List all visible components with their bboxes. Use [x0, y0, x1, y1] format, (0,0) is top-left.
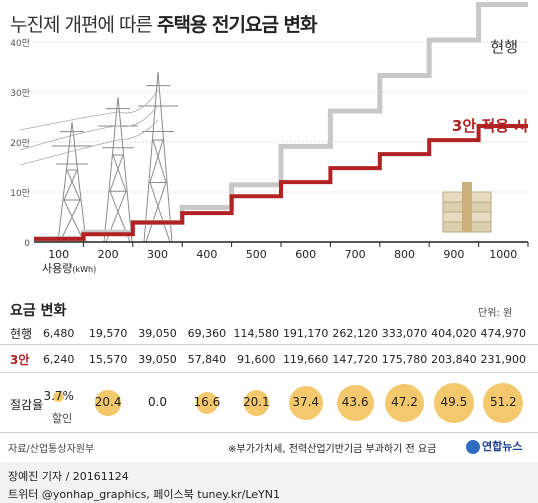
- current-fee-cell: 333,070: [381, 327, 428, 340]
- discount-value: 16.6: [193, 395, 221, 409]
- discount-suffix: 할인: [52, 412, 73, 425]
- discount-value: 49.5: [440, 395, 468, 409]
- x-tick-label: 700: [345, 248, 366, 261]
- yonhap-logo: 연합뉴스: [466, 438, 522, 454]
- new-fee-cell: 39,050: [138, 353, 177, 366]
- x-axis-label: 사용량(kWh): [42, 262, 96, 275]
- row-separator: [0, 344, 538, 345]
- power-tower-icon: [98, 96, 138, 243]
- y-tick-label: 10만: [10, 188, 30, 199]
- x-tick-label: 200: [98, 248, 119, 261]
- new-fee-cell: 203,840: [431, 353, 477, 366]
- current-fee-cell: 114,580: [233, 327, 280, 340]
- current-fee-cell: 404,020: [431, 327, 477, 340]
- y-tick-label: 0: [24, 239, 30, 249]
- x-tick-label: 900: [443, 248, 464, 261]
- new-fee-cell: 119,660: [282, 353, 329, 366]
- row-discount-label: 절감율: [10, 398, 44, 412]
- current-fee-cell: 6,480: [42, 327, 75, 340]
- row-separator: [0, 432, 538, 433]
- power-line: [19, 119, 159, 166]
- money-stack-icon: [442, 182, 492, 233]
- current-fee-cell: 69,360: [187, 327, 227, 340]
- discount-value: 43.6: [341, 395, 369, 409]
- new-fee-cell: 6,240: [42, 353, 75, 366]
- row-current-label: 현행: [10, 327, 33, 341]
- unit-note: 단위: 원: [478, 308, 513, 319]
- x-tick-label: 300: [147, 248, 168, 261]
- discount-value: 3.7%: [43, 389, 74, 403]
- title-light: 누진제 개편에 따른: [10, 14, 153, 36]
- discount-circle: [95, 390, 121, 416]
- current-fee-cell: 191,170: [282, 327, 329, 340]
- y-tick-label: 20만: [10, 138, 30, 149]
- discount-circle: [483, 383, 524, 423]
- new-fee-cell: 147,720: [332, 353, 378, 366]
- x-tick-label: 100: [48, 248, 69, 261]
- credit-band: [0, 462, 538, 503]
- x-tick-label: 800: [394, 248, 415, 261]
- power-tower-icon: [138, 71, 178, 243]
- power-line: [19, 104, 159, 151]
- x-tick-label: 1000: [489, 248, 517, 261]
- byline: 장예진 기자 / 20161124: [8, 470, 129, 483]
- page-title: 누진제 개편에 따른 주택용 전기요금 변화: [10, 10, 318, 37]
- discount-value: 20.1: [242, 395, 270, 409]
- series-label-current: 현행: [490, 38, 518, 56]
- discount-circle: [288, 385, 323, 421]
- current-fee-cell: 39,050: [138, 327, 177, 340]
- social-credit: 트위터 @yonhap_graphics, 페이스북 tuney.kr/LeYN…: [8, 488, 280, 501]
- new-fee-cell: 175,780: [381, 353, 428, 366]
- logo-icon: [466, 440, 480, 454]
- discount-value: 37.4: [292, 395, 320, 409]
- new-fee-cell: 231,900: [480, 353, 527, 366]
- discount-circle: [195, 391, 219, 415]
- current-fee-cell: 262,120: [332, 327, 378, 340]
- new-fee-cell: 57,840: [187, 353, 227, 366]
- discount-circle: [434, 383, 474, 423]
- series-label-new: 3안 적용 시: [452, 117, 528, 135]
- title-bold: 주택용 전기요금 변화: [156, 14, 318, 36]
- new-fee-cell: 15,570: [88, 353, 128, 366]
- discount-value: 47.2: [391, 395, 418, 409]
- discount-value: 51.2: [489, 395, 517, 409]
- x-tick-label: 400: [196, 248, 217, 261]
- power-tower-icon: [52, 121, 92, 243]
- row-new-label: 3안: [10, 353, 30, 367]
- source-note: 자료/산업통상자원부: [8, 444, 95, 455]
- discount-value: 20.4: [94, 395, 122, 409]
- x-tick-label: 600: [295, 248, 316, 261]
- footnote: ※부가가치세, 전력산업기반기금 부과하기 전 요금: [228, 444, 437, 455]
- x-tick-label: 500: [246, 248, 267, 261]
- new-fee-cell: 91,600: [237, 353, 276, 366]
- row-separator: [0, 372, 538, 373]
- current-fee-cell: 474,970: [480, 327, 527, 340]
- discount-circle: [336, 384, 374, 422]
- table-title: 요금 변화: [10, 303, 67, 319]
- discount-circle: [243, 390, 269, 416]
- y-tick-label: 40만: [10, 38, 30, 49]
- current-fee-cell: 19,570: [88, 327, 128, 340]
- discount-circle: [385, 383, 424, 423]
- series-new-line: [34, 124, 528, 241]
- discount-value: 0.0: [147, 395, 168, 409]
- power-line: [19, 89, 159, 131]
- step-chart: 0 10만 20만 30만 40만 현행 3안 적용 시 100 200 300 400 500 600…: [10, 2, 529, 275]
- y-tick-label: 30만: [10, 88, 30, 99]
